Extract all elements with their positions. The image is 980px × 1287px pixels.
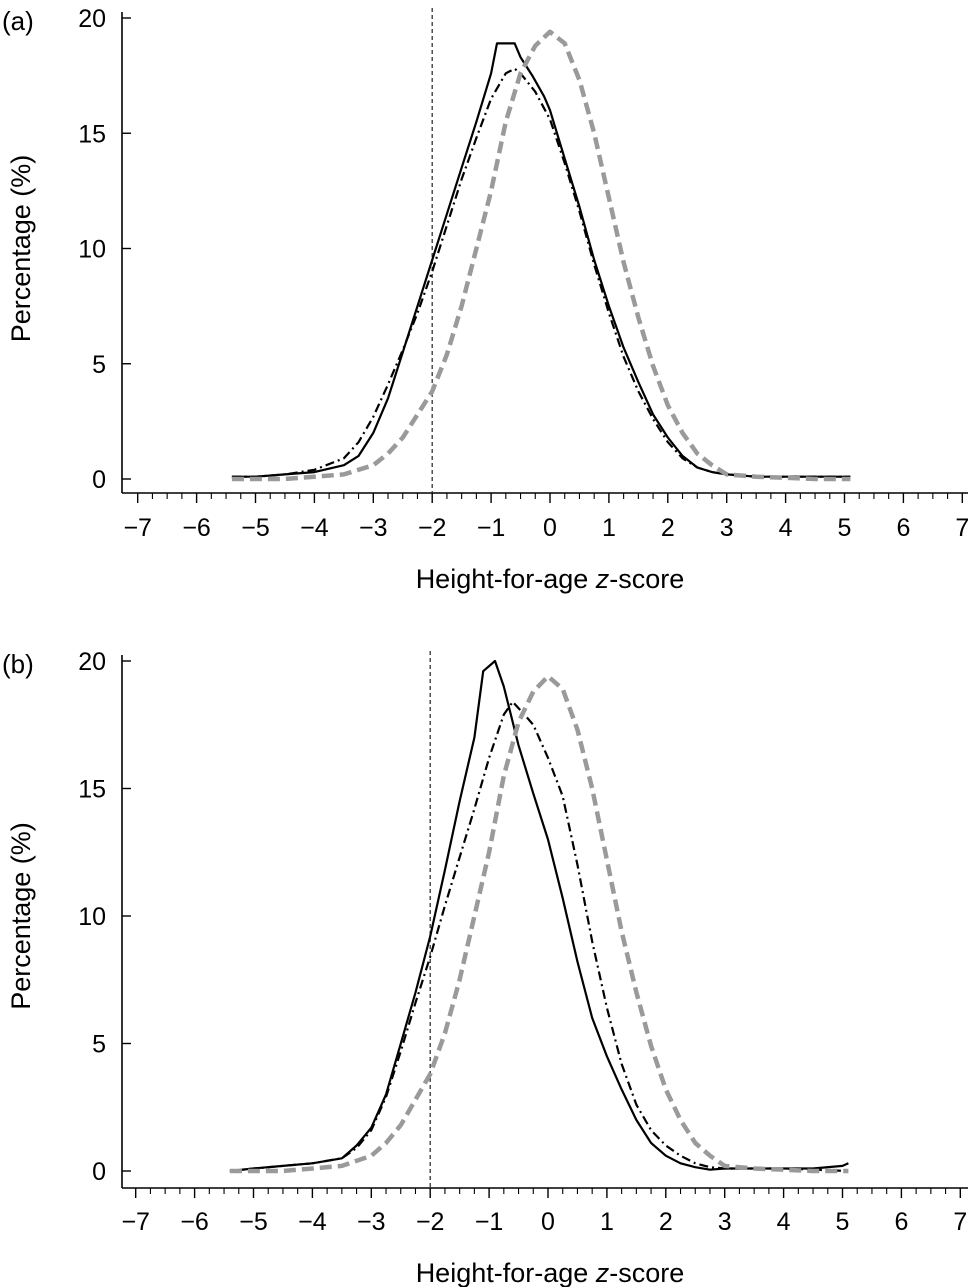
- x-tick-label: −7: [121, 1208, 150, 1236]
- x-tick-label: −6: [182, 514, 211, 542]
- x-tick-label: 5: [838, 514, 852, 542]
- x-tick-label: −4: [300, 514, 329, 542]
- x-tick-label: 3: [718, 1208, 732, 1236]
- series-line-solid-black: [231, 42, 851, 478]
- x-tick-label: −7: [123, 514, 152, 542]
- x-tick-label: −3: [359, 514, 388, 542]
- series-line-dashed-grey: [231, 29, 851, 482]
- x-tick-label: −6: [180, 1208, 209, 1236]
- y-axis-title: Percentage (%): [6, 822, 36, 1010]
- x-tick-label: 2: [659, 1208, 673, 1236]
- chart-panel-b: (b) 0 5 10 15 20 −7 −6 −5 −4 −3 −2 −1 0 1 2 3 4 5 6 7 Height-…: [2, 648, 968, 1287]
- x-tick-label: −4: [298, 1208, 327, 1236]
- series-line-dash-dot-black: [229, 700, 849, 1173]
- x-tick-label: 0: [543, 514, 557, 542]
- y-tick-label: 20: [78, 648, 106, 676]
- y-tick-label: 10: [78, 903, 106, 931]
- x-tick-label: 0: [541, 1208, 555, 1236]
- x-axis-title: Height-for-age z-score: [416, 1258, 685, 1287]
- x-tick-label: −3: [357, 1208, 386, 1236]
- x-tick-label: 5: [836, 1208, 850, 1236]
- x-tick-label: −1: [475, 1208, 504, 1236]
- y-tick-label: 0: [92, 1158, 106, 1186]
- x-tick-label: −5: [239, 1208, 268, 1236]
- y-tick-label: 15: [78, 776, 106, 804]
- x-tick-label: −2: [416, 1208, 445, 1236]
- x-tick-label: −2: [418, 514, 447, 542]
- x-tick-label: 6: [894, 1208, 908, 1236]
- x-axis-title: Height-for-age z-score: [416, 564, 685, 594]
- y-tick-label: 15: [78, 120, 106, 148]
- x-tick-label: 6: [896, 514, 910, 542]
- y-tick-label: 5: [92, 1031, 106, 1059]
- y-tick-label: 5: [92, 351, 106, 379]
- x-tick-label: 2: [661, 514, 675, 542]
- chart-panel-a: (a) 0 5 10 15 20 −7 −6 −5 −4 −3 −2 −1 0 1 2 3 4 5 6 7 Height-…: [2, 5, 969, 594]
- y-tick-label: 10: [78, 236, 106, 264]
- y-tick-label: 20: [78, 5, 106, 33]
- series-line-dash-dot-black: [231, 67, 851, 478]
- x-tick-label: 4: [777, 1208, 791, 1236]
- x-tick-label: −5: [241, 514, 270, 542]
- x-tick-label: 3: [720, 514, 734, 542]
- x-tick-label: 1: [602, 514, 616, 542]
- panel-label: (a): [2, 6, 34, 36]
- x-tick-label: −1: [477, 514, 506, 542]
- x-tick-label: 7: [955, 514, 969, 542]
- y-axis-title: Percentage (%): [6, 155, 36, 343]
- panel-label: (b): [2, 649, 34, 679]
- x-tick-label: 7: [953, 1208, 967, 1236]
- x-tick-label: 4: [779, 514, 793, 542]
- series-line-dashed-grey: [229, 674, 849, 1174]
- y-tick-label: 0: [92, 466, 106, 494]
- x-tick-label: 1: [600, 1208, 614, 1236]
